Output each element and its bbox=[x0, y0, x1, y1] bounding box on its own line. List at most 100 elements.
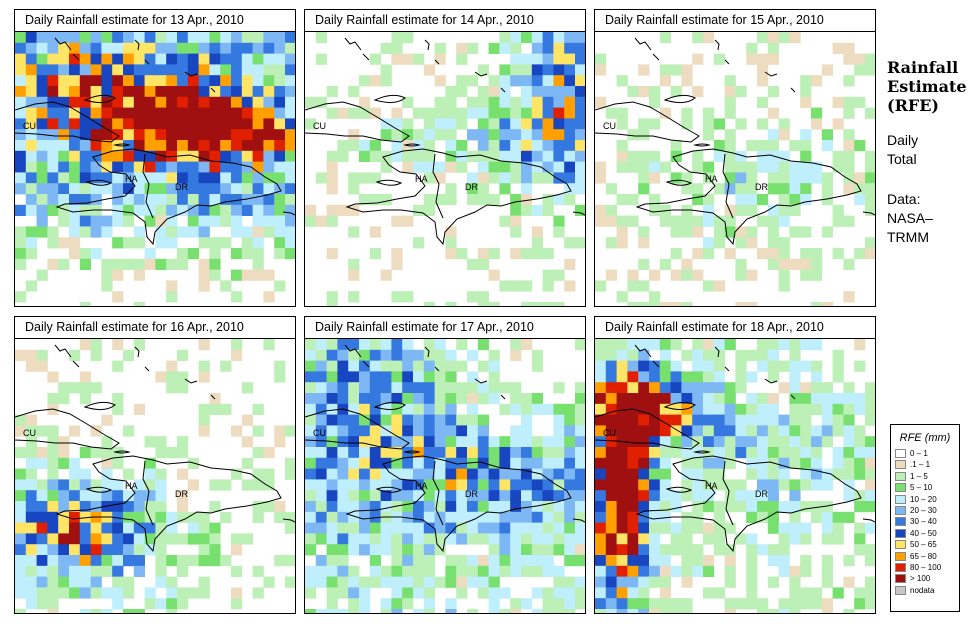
rainfall-cell bbox=[564, 194, 576, 206]
rainfall-cell bbox=[69, 479, 81, 491]
rainfall-cell bbox=[767, 53, 779, 65]
rainfall-cell bbox=[423, 150, 435, 162]
rainfall-cell bbox=[47, 194, 59, 206]
rainfall-cell bbox=[220, 204, 232, 216]
rainfall-cell bbox=[542, 140, 554, 152]
rainfall-cell bbox=[692, 53, 704, 65]
coastline bbox=[595, 344, 875, 553]
panel-title: Daily Rainfall estimate for 14 Apr., 201… bbox=[305, 10, 585, 32]
rainfall-cell bbox=[177, 150, 189, 162]
rainfall-cell bbox=[605, 204, 617, 216]
rainfall-cell bbox=[467, 609, 479, 613]
rainfall-cell bbox=[638, 226, 650, 238]
rainfall-cell bbox=[649, 403, 661, 415]
rainfall-cell bbox=[241, 107, 253, 119]
rainfall-cell bbox=[369, 501, 381, 513]
rainfall-cell bbox=[575, 204, 585, 216]
rainfall-cell bbox=[348, 172, 360, 184]
rainfall-cell bbox=[166, 204, 178, 216]
rainfall-cell bbox=[326, 414, 338, 426]
rainfall-cell bbox=[337, 576, 349, 588]
rainfall-cell bbox=[274, 194, 286, 206]
rainfall-cell bbox=[391, 258, 403, 270]
rainfall-cell bbox=[477, 479, 489, 491]
rainfall-cell bbox=[144, 490, 156, 502]
coastline-path bbox=[862, 211, 875, 216]
rainfall-cell bbox=[757, 479, 769, 491]
rainfall-cell bbox=[58, 204, 70, 216]
rainfall-cell bbox=[198, 96, 210, 108]
rainfall-cell bbox=[144, 96, 156, 108]
rainfall-cell bbox=[735, 479, 747, 491]
rainfall-cell bbox=[746, 403, 758, 415]
rainfall-cell bbox=[380, 598, 392, 610]
rainfall-cell bbox=[467, 194, 479, 206]
rainfall-cell bbox=[521, 107, 533, 119]
rainfall-cell bbox=[638, 522, 650, 534]
rainfall-cell bbox=[58, 215, 70, 227]
rainfall-cell bbox=[36, 118, 48, 130]
rainfall-cell bbox=[843, 183, 855, 195]
rainfall-cell bbox=[112, 393, 124, 405]
rainfall-cell bbox=[605, 349, 617, 361]
rainfall-cell bbox=[692, 183, 704, 195]
rainfall-cell bbox=[445, 371, 457, 383]
rainfall-cell bbox=[595, 393, 607, 405]
coastline-path bbox=[15, 408, 120, 450]
rainfall-cell bbox=[101, 226, 113, 238]
rainfall-cell bbox=[692, 32, 704, 44]
rainfall-cell bbox=[380, 129, 392, 141]
rainfall-cell bbox=[198, 172, 210, 184]
rainfall-cell bbox=[575, 86, 585, 98]
rainfall-cell bbox=[724, 403, 736, 415]
rainfall-cell bbox=[681, 258, 693, 270]
rainfall-cell bbox=[391, 215, 403, 227]
rainfall-cell bbox=[25, 565, 37, 577]
rainfall-cell bbox=[123, 75, 135, 87]
rainfall-cell bbox=[36, 64, 48, 76]
rainfall-cell bbox=[391, 118, 403, 130]
rainfall-cell bbox=[477, 86, 489, 98]
rainfall-cell bbox=[348, 183, 360, 195]
rainfall-cell bbox=[616, 291, 628, 303]
rainfall-cell bbox=[445, 118, 457, 130]
rainfall-cell bbox=[778, 436, 790, 448]
rainfall-cell bbox=[15, 248, 27, 260]
rainfall-cell bbox=[521, 565, 533, 577]
legend-label: 1 – 5 bbox=[910, 471, 928, 481]
rainfall-cell bbox=[177, 248, 189, 260]
rainfall-cell bbox=[359, 544, 371, 556]
rainfall-cell bbox=[133, 302, 145, 306]
rainfall-cell bbox=[274, 501, 286, 513]
rainfall-cell bbox=[681, 533, 693, 545]
rainfall-cell bbox=[101, 150, 113, 162]
rainfall-cell bbox=[326, 360, 338, 372]
rainfall-cell bbox=[616, 107, 628, 119]
rainfall-cell bbox=[854, 96, 866, 108]
rainfall-cell bbox=[510, 457, 522, 469]
rainfall-cell bbox=[79, 75, 91, 87]
rainfall-cell bbox=[177, 258, 189, 270]
rainfall-cell bbox=[510, 609, 522, 613]
rainfall-cell bbox=[305, 479, 317, 491]
rainfall-cell bbox=[391, 107, 403, 119]
rainfall-cell bbox=[187, 161, 199, 173]
rainfall-cell bbox=[605, 522, 617, 534]
rainfall-cell bbox=[681, 172, 693, 184]
rainfall-cell bbox=[778, 414, 790, 426]
rainfall-cell bbox=[735, 150, 747, 162]
coastline-path bbox=[362, 53, 370, 61]
rainfall-cell bbox=[112, 587, 124, 599]
rainfall-cell bbox=[553, 403, 565, 415]
rainfall-cell bbox=[112, 544, 124, 556]
rainfall-cell bbox=[477, 64, 489, 76]
rainfall-cell bbox=[166, 360, 178, 372]
coastline-path bbox=[305, 408, 410, 450]
rainfall-cell bbox=[198, 511, 210, 523]
rainfall-cell bbox=[144, 248, 156, 260]
rainfall-cell bbox=[187, 522, 199, 534]
rainfall-cell bbox=[391, 339, 403, 351]
rainfall-cell bbox=[101, 587, 113, 599]
rainfall-cell bbox=[616, 501, 628, 513]
rainfall-cell bbox=[789, 565, 801, 577]
